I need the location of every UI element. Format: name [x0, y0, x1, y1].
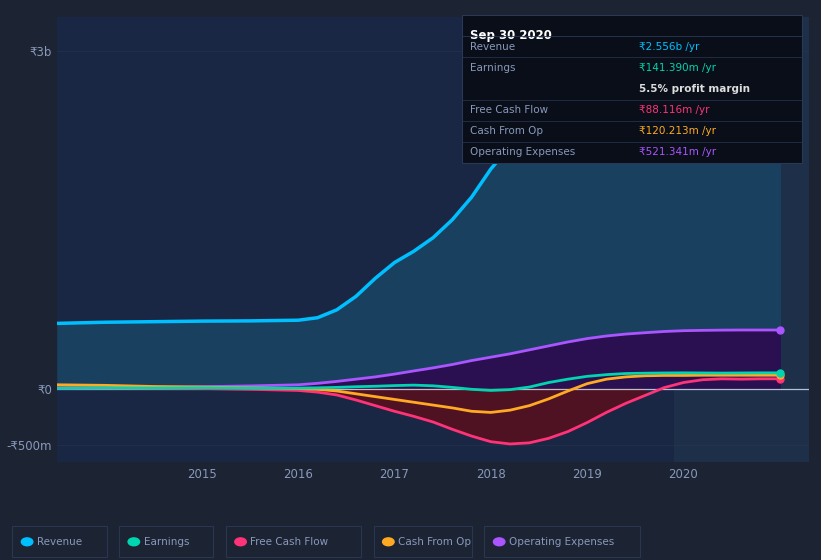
Text: ₹521.341m /yr: ₹521.341m /yr [639, 147, 716, 157]
Text: ₹120.213m /yr: ₹120.213m /yr [639, 127, 716, 136]
Text: Sep 30 2020: Sep 30 2020 [470, 29, 552, 42]
Text: ₹2.556b /yr: ₹2.556b /yr [639, 42, 699, 52]
Text: Operating Expenses: Operating Expenses [470, 147, 576, 157]
Text: Cash From Op: Cash From Op [398, 537, 471, 547]
Bar [674, 17, 809, 462]
Text: 5.5% profit margin: 5.5% profit margin [639, 84, 750, 94]
Text: Cash From Op: Cash From Op [470, 127, 544, 136]
Text: Earnings: Earnings [470, 63, 516, 73]
Text: Operating Expenses: Operating Expenses [509, 537, 614, 547]
Text: Revenue: Revenue [470, 42, 516, 52]
Text: ₹141.390m /yr: ₹141.390m /yr [639, 63, 716, 73]
Text: ₹88.116m /yr: ₹88.116m /yr [639, 105, 709, 115]
Text: Free Cash Flow: Free Cash Flow [250, 537, 328, 547]
Text: Earnings: Earnings [144, 537, 189, 547]
Text: Free Cash Flow: Free Cash Flow [470, 105, 548, 115]
Text: Revenue: Revenue [37, 537, 82, 547]
